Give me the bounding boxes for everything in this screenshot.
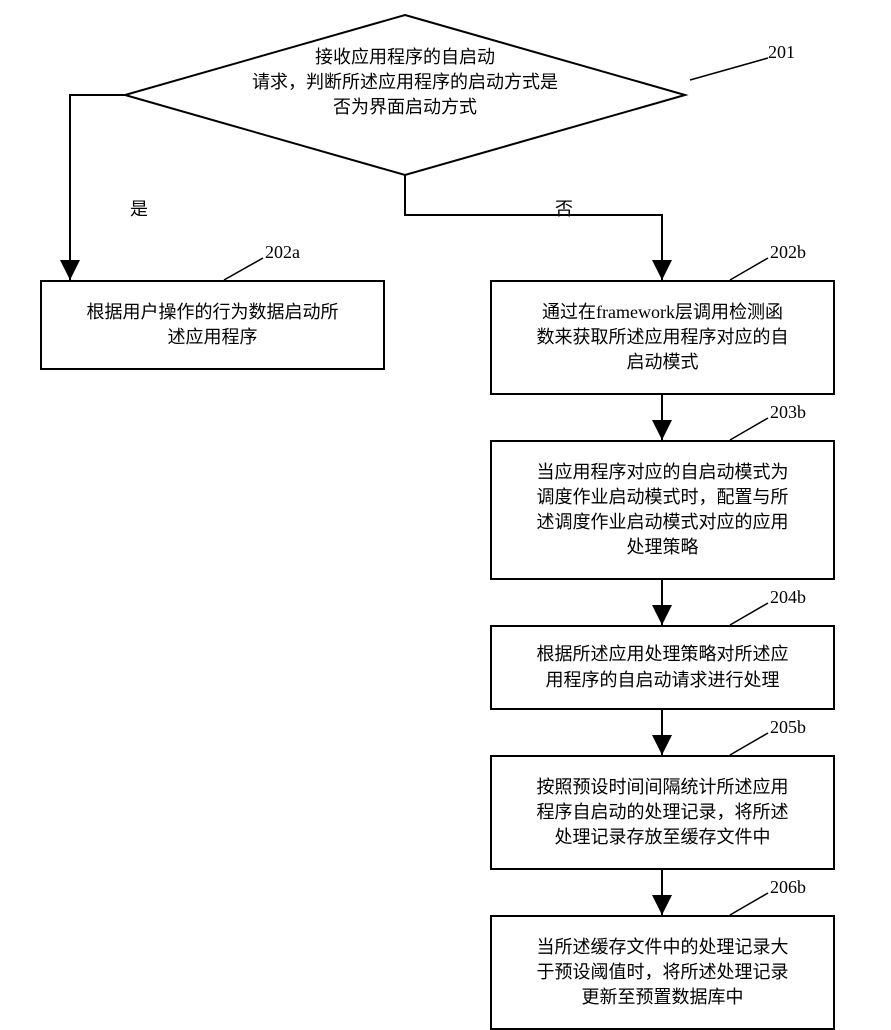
node-205b: 按照预设时间间隔统计所述应用程序自启动的处理记录，将所述处理记录存放至缓存文件中 xyxy=(490,755,835,870)
step-label-203b: 203b xyxy=(770,402,806,423)
decision-label-line1: 接收应用程序的自启动请求，判断所述应用程序的启动方式是否为界面启动方式 xyxy=(252,47,558,117)
leader-line xyxy=(730,733,768,755)
step-label-205b: 205b xyxy=(770,717,806,738)
leader-line xyxy=(730,603,768,625)
leader-line xyxy=(730,893,768,915)
node-205b-text: 按照预设时间间隔统计所述应用程序自启动的处理记录，将所述处理记录存放至缓存文件中 xyxy=(537,775,789,851)
node-202a-text: 根据用户操作的行为数据启动所述应用程序 xyxy=(87,300,339,350)
edge xyxy=(70,95,125,280)
leader-line xyxy=(690,58,768,80)
node-202b: 通过在framework层调用检测函数来获取所述应用程序对应的自启动模式 xyxy=(490,280,835,395)
step-label-202a: 202a xyxy=(265,242,300,263)
step-label-202b: 202b xyxy=(770,242,806,263)
edge-label-no: 否 xyxy=(555,195,573,221)
node-204b: 根据所述应用处理策略对所述应用程序的自启动请求进行处理 xyxy=(490,625,835,710)
step-label-204b: 204b xyxy=(770,587,806,608)
edge-label-yes: 是 xyxy=(130,195,148,221)
decision-text: 接收应用程序的自启动请求，判断所述应用程序的启动方式是否为界面启动方式 xyxy=(205,45,605,121)
node-202a: 根据用户操作的行为数据启动所述应用程序 xyxy=(40,280,385,370)
node-206b-text: 当所述缓存文件中的处理记录大于预设阈值时，将所述处理记录更新至预置数据库中 xyxy=(537,935,789,1011)
node-203b: 当应用程序对应的自启动模式为调度作业启动模式时，配置与所述调度作业启动模式对应的… xyxy=(490,440,835,580)
leader-line xyxy=(730,418,768,440)
node-206b: 当所述缓存文件中的处理记录大于预设阈值时，将所述处理记录更新至预置数据库中 xyxy=(490,915,835,1030)
leader-line xyxy=(224,258,263,280)
edge xyxy=(405,175,662,280)
node-203b-text: 当应用程序对应的自启动模式为调度作业启动模式时，配置与所述调度作业启动模式对应的… xyxy=(537,460,789,561)
step-label-206b: 206b xyxy=(770,877,806,898)
step-label-201: 201 xyxy=(768,42,795,63)
leader-line xyxy=(730,258,768,280)
node-204b-text: 根据所述应用处理策略对所述应用程序的自启动请求进行处理 xyxy=(537,642,789,692)
node-202b-text: 通过在framework层调用检测函数来获取所述应用程序对应的自启动模式 xyxy=(537,300,789,376)
